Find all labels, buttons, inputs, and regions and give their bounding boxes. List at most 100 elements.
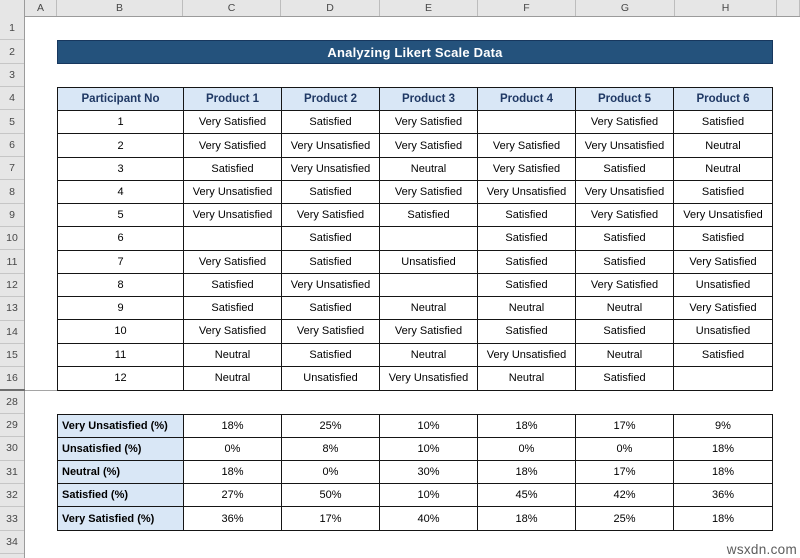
response-cell[interactable]: Very Unsatisfied: [478, 180, 576, 205]
response-cell[interactable]: Neutral: [380, 157, 478, 181]
summary-label-cell[interactable]: Unsatisfied (%): [58, 438, 184, 461]
participant-cell[interactable]: 7: [58, 250, 184, 274]
response-cell[interactable]: Satisfied: [674, 111, 772, 135]
row-header-5[interactable]: 5: [0, 110, 24, 134]
response-cell[interactable]: Very Unsatisfied: [282, 157, 380, 181]
response-cell[interactable]: Satisfied: [282, 297, 380, 321]
response-cell[interactable]: Very Satisfied: [184, 250, 282, 274]
response-cell[interactable]: Very Unsatisfied: [478, 343, 576, 367]
response-cell[interactable]: Very Satisfied: [478, 134, 576, 158]
summary-value-cell[interactable]: 18%: [674, 461, 772, 484]
main-table-header-cell[interactable]: Product 6: [674, 88, 772, 112]
row-header-29[interactable]: 29: [0, 414, 24, 438]
summary-label-cell[interactable]: Neutral (%): [58, 461, 184, 484]
response-cell[interactable]: Neutral: [184, 343, 282, 367]
summary-value-cell[interactable]: 0%: [282, 461, 380, 484]
response-cell[interactable]: [478, 111, 576, 135]
summary-value-cell[interactable]: 18%: [478, 507, 576, 530]
response-cell[interactable]: Unsatisfied: [380, 250, 478, 274]
response-cell[interactable]: Satisfied: [478, 227, 576, 251]
response-cell[interactable]: Neutral: [478, 366, 576, 390]
response-cell[interactable]: Very Satisfied: [674, 251, 772, 274]
summary-value-cell[interactable]: 10%: [380, 438, 478, 461]
summary-label-cell[interactable]: Satisfied (%): [58, 484, 184, 507]
participant-cell[interactable]: 10: [58, 320, 184, 344]
response-cell[interactable]: Unsatisfied: [674, 320, 772, 344]
worksheet-title-cell[interactable]: Analyzing Likert Scale Data: [57, 40, 773, 64]
main-table-header-cell[interactable]: Product 5: [576, 88, 674, 112]
column-header-D[interactable]: D: [281, 0, 380, 16]
response-cell[interactable]: Satisfied: [380, 204, 478, 228]
response-cell[interactable]: Very Satisfied: [184, 111, 282, 135]
response-cell[interactable]: Neutral: [380, 343, 478, 367]
response-cell[interactable]: Satisfied: [478, 250, 576, 274]
response-cell[interactable]: Very Satisfied: [282, 204, 380, 228]
participant-cell[interactable]: 12: [58, 366, 184, 390]
row-header-2[interactable]: 2: [0, 40, 24, 64]
participant-cell[interactable]: 6: [58, 227, 184, 251]
response-cell[interactable]: Very Unsatisfied: [576, 180, 674, 205]
response-cell[interactable]: Very Satisfied: [282, 320, 380, 344]
response-cell[interactable]: Very Satisfied: [576, 204, 674, 228]
response-cell[interactable]: Unsatisfied: [282, 366, 380, 390]
response-cell[interactable]: Very Satisfied: [576, 273, 674, 298]
response-cell[interactable]: Satisfied: [576, 366, 674, 390]
row-header-6[interactable]: 6: [0, 134, 24, 158]
response-cell[interactable]: Very Satisfied: [576, 111, 674, 135]
participant-cell[interactable]: 5: [58, 204, 184, 228]
summary-value-cell[interactable]: 18%: [184, 415, 282, 438]
response-cell[interactable]: Very Unsatisfied: [282, 273, 380, 298]
row-header-14[interactable]: 14: [0, 321, 24, 344]
main-table-header-cell[interactable]: Product 4: [478, 88, 576, 112]
summary-value-cell[interactable]: 18%: [184, 461, 282, 484]
summary-value-cell[interactable]: 0%: [576, 438, 674, 461]
row-header-3[interactable]: 3: [0, 64, 24, 88]
response-cell[interactable]: Satisfied: [282, 111, 380, 135]
column-header-B[interactable]: B: [57, 0, 183, 16]
response-cell[interactable]: Neutral: [576, 297, 674, 321]
row-header-10[interactable]: 10: [0, 227, 24, 251]
response-cell[interactable]: [380, 227, 478, 251]
response-cell[interactable]: Very Unsatisfied: [576, 134, 674, 158]
row-header-1[interactable]: 1: [0, 17, 24, 41]
response-cell[interactable]: Satisfied: [478, 204, 576, 228]
summary-value-cell[interactable]: 18%: [478, 415, 576, 438]
summary-value-cell[interactable]: 18%: [674, 438, 772, 461]
main-table-header-cell[interactable]: Product 3: [380, 88, 478, 112]
column-header-H[interactable]: H: [675, 0, 777, 16]
column-header-E[interactable]: E: [380, 0, 478, 16]
summary-value-cell[interactable]: 18%: [478, 461, 576, 484]
response-cell[interactable]: Very Unsatisfied: [184, 180, 282, 205]
response-cell[interactable]: Very Satisfied: [478, 157, 576, 181]
summary-value-cell[interactable]: 25%: [576, 507, 674, 530]
response-cell[interactable]: Satisfied: [576, 157, 674, 181]
participant-cell[interactable]: 11: [58, 343, 184, 367]
summary-value-cell[interactable]: 10%: [380, 415, 478, 438]
summary-value-cell[interactable]: 17%: [576, 461, 674, 484]
row-header-28[interactable]: 28: [0, 391, 24, 414]
summary-value-cell[interactable]: 0%: [478, 438, 576, 461]
summary-value-cell[interactable]: 25%: [282, 415, 380, 438]
column-header-partial[interactable]: [777, 0, 800, 16]
row-header-8[interactable]: 8: [0, 180, 24, 204]
participant-cell[interactable]: 9: [58, 297, 184, 321]
row-header-15[interactable]: 15: [0, 344, 24, 368]
main-table-header-cell[interactable]: Product 1: [184, 88, 282, 112]
row-header-7[interactable]: 7: [0, 157, 24, 181]
response-cell[interactable]: Neutral: [380, 297, 478, 321]
summary-value-cell[interactable]: 9%: [674, 415, 772, 438]
row-header-13[interactable]: 13: [0, 297, 24, 321]
summary-value-cell[interactable]: 8%: [282, 438, 380, 461]
response-cell[interactable]: [184, 227, 282, 251]
response-cell[interactable]: Satisfied: [478, 320, 576, 344]
response-cell[interactable]: [674, 367, 772, 390]
column-header-G[interactable]: G: [576, 0, 675, 16]
summary-value-cell[interactable]: 50%: [282, 484, 380, 507]
summary-value-cell[interactable]: 27%: [184, 484, 282, 507]
row-header-31[interactable]: 31: [0, 461, 24, 484]
response-cell[interactable]: Satisfied: [674, 344, 772, 367]
summary-value-cell[interactable]: 30%: [380, 461, 478, 484]
response-cell[interactable]: Satisfied: [282, 227, 380, 251]
response-cell[interactable]: Satisfied: [184, 157, 282, 181]
summary-value-cell[interactable]: 45%: [478, 484, 576, 507]
